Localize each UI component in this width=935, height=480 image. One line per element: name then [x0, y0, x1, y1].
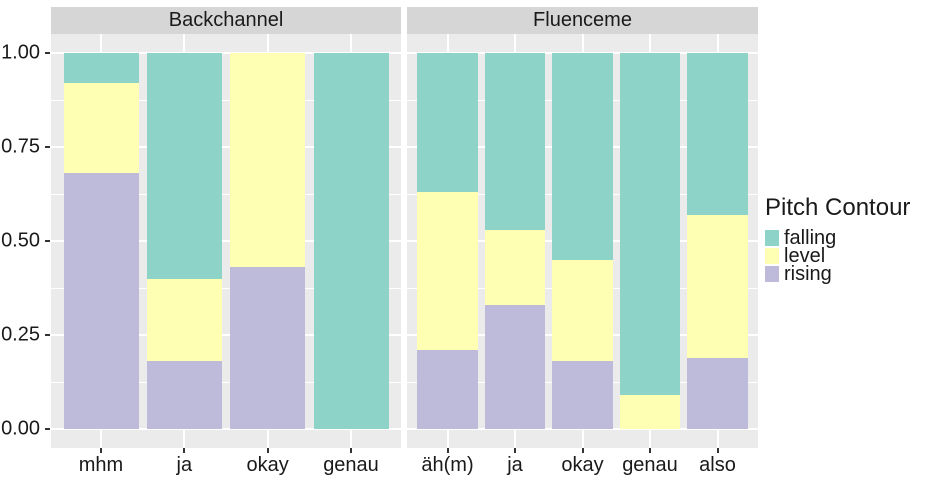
bar-segment-falling	[687, 53, 748, 215]
bar-segment-falling	[63, 53, 139, 84]
y-tick-mark	[45, 240, 50, 242]
y-tick-mark	[45, 52, 50, 54]
x-tick-mark	[649, 448, 651, 453]
bar-segment-level	[146, 278, 222, 362]
facet-strip-label: Backchannel	[168, 9, 284, 31]
x-tick-label: ja	[507, 454, 523, 476]
x-tick-mark	[266, 448, 269, 453]
y-tick-mark	[45, 146, 50, 148]
x-tick-label: genau	[323, 454, 379, 476]
gridline-minor-horizontal	[51, 287, 401, 289]
y-tick-mark	[45, 334, 50, 336]
legend-item-level: level	[765, 245, 910, 267]
bar-segment-falling	[313, 53, 389, 429]
gridline-major-horizontal	[51, 428, 401, 430]
bar-segment-falling	[417, 53, 478, 193]
legend-item-rising: rising	[765, 263, 910, 285]
y-tick-label: 0.00	[1, 417, 40, 440]
y-tick-label: 0.25	[1, 323, 40, 346]
rising-color-key-icon	[765, 266, 779, 282]
legend-item-label: rising	[784, 263, 832, 285]
bar-segment-rising	[417, 350, 478, 429]
legend-item-label: falling	[784, 227, 837, 249]
x-tick-mark	[716, 448, 719, 453]
gridline-minor-horizontal	[51, 99, 401, 101]
bar-segment-falling	[484, 53, 546, 230]
bar-segment-level	[417, 192, 478, 351]
bar-segment-level	[619, 395, 681, 429]
x-tick-label: mhm	[78, 454, 124, 476]
bar-segment-level	[484, 229, 546, 305]
legend-title: Pitch Contour	[765, 194, 911, 221]
bar-segment-level	[230, 53, 306, 268]
facet-strip-backchannel: Backchannel	[51, 7, 401, 34]
bar-segment-rising	[63, 173, 139, 429]
gridline-major-horizontal	[51, 146, 401, 148]
x-tick-label: okay	[246, 454, 289, 476]
y-tick-label: 1.00	[1, 41, 40, 64]
x-tick-mark	[183, 448, 186, 453]
bar-segment-falling	[619, 53, 681, 396]
chart-panel	[407, 34, 758, 448]
bar-segment-rising	[230, 267, 306, 429]
bar-segment-rising	[146, 361, 222, 429]
legend: Pitch Contour falling level rising	[765, 194, 911, 285]
bar-segment-rising	[484, 304, 546, 429]
y-tick-mark	[45, 428, 50, 430]
falling-color-key-icon	[765, 230, 779, 246]
gridline-minor-horizontal	[51, 381, 401, 383]
x-tick-label: äh(m)	[421, 454, 474, 476]
bar-segment-level	[552, 259, 613, 362]
bar-segment-level	[687, 214, 748, 358]
bar-segment-level	[63, 83, 139, 174]
x-tick-mark	[446, 448, 449, 453]
x-tick-label: genau	[622, 454, 678, 476]
x-tick-mark	[350, 448, 352, 453]
gridline-major-horizontal	[51, 52, 401, 54]
facet-strip-label: Fluenceme	[533, 9, 632, 31]
legend-item-falling: falling	[765, 227, 910, 249]
gridline-minor-horizontal	[51, 193, 401, 195]
y-tick-label: 0.75	[1, 135, 40, 158]
x-tick-label: also	[699, 454, 736, 476]
gridline-major-horizontal	[51, 334, 401, 336]
bar-segment-falling	[146, 53, 222, 279]
facet-strip-fluenceme: Fluenceme	[407, 7, 758, 34]
level-color-key-icon	[765, 248, 779, 264]
gridline-major-horizontal	[51, 240, 401, 242]
x-tick-mark	[100, 448, 102, 453]
legend-items: falling level rising	[765, 227, 910, 285]
bar-segment-rising	[687, 357, 748, 429]
bar-segment-rising	[552, 361, 613, 429]
chart-panel	[51, 34, 401, 448]
x-tick-mark	[581, 448, 584, 453]
x-tick-mark	[514, 448, 516, 453]
x-tick-label: ja	[176, 454, 193, 476]
x-tick-label: okay	[561, 454, 604, 476]
legend-item-label: level	[784, 245, 826, 267]
bar-segment-falling	[552, 53, 613, 260]
y-tick-label: 0.50	[1, 229, 40, 252]
